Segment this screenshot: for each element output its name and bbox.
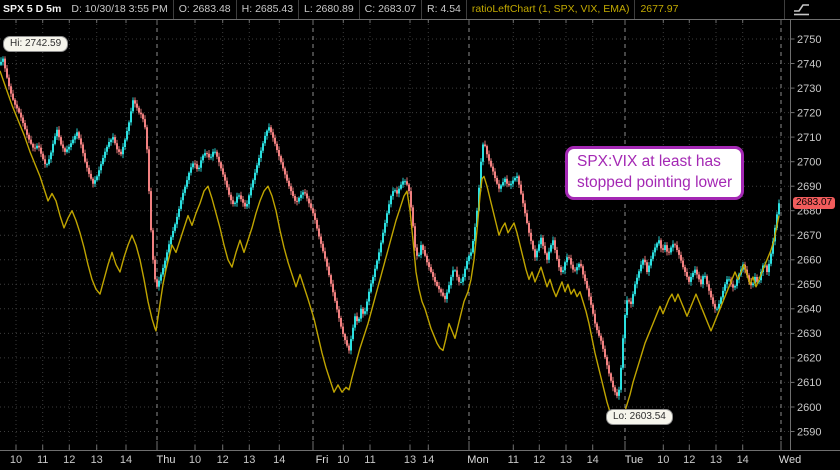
candle-bodies-up <box>0 58 780 396</box>
x-axis-day-label: Wed <box>779 454 801 466</box>
x-axis-hour-label: 13 <box>243 454 255 466</box>
x-axis-hour-label: 12 <box>63 454 75 466</box>
y-axis-label: 2650 <box>797 279 821 291</box>
candle-wicks-up <box>0 56 780 400</box>
x-axis-hour-label: 11 <box>508 454 519 466</box>
annotation-line-1: SPX:VIX at least has <box>577 153 721 170</box>
y-axis-label: 2600 <box>797 402 821 414</box>
y-axis-label: 2670 <box>797 230 821 242</box>
x-axis-hour-label: 13 <box>91 454 103 466</box>
x-axis-hour-label: 11 <box>364 454 375 466</box>
x-axis-day-label: Mon <box>467 454 488 466</box>
y-axis-label: 2710 <box>797 132 821 144</box>
ohlc-field: R: 4.54 <box>421 0 466 19</box>
y-axis-label: 2660 <box>797 255 821 267</box>
ohlc-field: H: 2685.43 <box>235 0 298 19</box>
x-axis-hour-label: 13 <box>710 454 722 466</box>
x-axis-hour-label: 10 <box>189 454 201 466</box>
y-axis-label: 2590 <box>797 426 821 438</box>
ohlc-field: L: 2680.89 <box>298 0 359 19</box>
line-chart-icon <box>794 4 809 16</box>
ratio-study-line <box>0 70 780 425</box>
study-value: 2677.97 <box>634 0 683 19</box>
x-axis-hour-label: 14 <box>422 454 434 466</box>
x-axis-hour-label: 11 <box>37 454 48 466</box>
high-marker-label: Hi: 2742.59 <box>3 36 69 52</box>
ohlc-field: D: 10/30/18 3:55 PM <box>71 3 168 15</box>
x-axis-hour-label: 10 <box>337 454 349 466</box>
x-axis-hour-label: 13 <box>560 454 572 466</box>
y-axis-label: 2690 <box>797 181 821 193</box>
ohlc-field: O: 2683.48 <box>172 0 236 19</box>
y-axis-label: 2620 <box>797 353 821 365</box>
y-axis-label: 2640 <box>797 304 821 316</box>
x-axis-hour-label: 12 <box>683 454 695 466</box>
y-axis-label: 2720 <box>797 107 821 119</box>
symbol-label: SPX 5 D 5m <box>3 3 62 15</box>
x-axis-day-label: Thu <box>157 454 176 466</box>
study-label[interactable]: ratioLeftChart (1, SPX, VIX, EMA) <box>465 0 635 19</box>
annotation-note[interactable]: SPX:VIX at least has stopped pointing lo… <box>565 146 745 200</box>
y-axis-label: 2630 <box>797 328 821 340</box>
x-axis-hour-label: 10 <box>10 454 22 466</box>
x-axis-day-label: Tue <box>625 454 644 466</box>
annotation-line-2: stopped pointing lower <box>577 174 733 191</box>
top-bar: SPX 5 D 5m D: 10/30/18 3:55 PM O: 2683.48… <box>0 0 840 19</box>
x-axis-hour-label: 12 <box>533 454 545 466</box>
x-axis-hour-label: 14 <box>587 454 599 466</box>
last-price-badge: 2683.07 <box>793 196 836 209</box>
chart-style-button[interactable] <box>784 0 840 19</box>
ohlc-field: C: 2683.07 <box>358 0 421 19</box>
y-axis-label: 2700 <box>797 157 821 169</box>
x-axis-hour-label: 14 <box>120 454 132 466</box>
y-axis-label: 2610 <box>797 377 821 389</box>
x-axis-day-label: Fri <box>316 454 329 466</box>
x-axis-hour-label: 14 <box>273 454 285 466</box>
y-axis-label: 2740 <box>797 58 821 70</box>
x-axis-hour-label: 13 <box>404 454 416 466</box>
y-axis-label: 2730 <box>797 83 821 95</box>
x-axis-hour-label: 14 <box>737 454 749 466</box>
x-axis-hour-label: 10 <box>657 454 669 466</box>
x-axis-hour-label: 12 <box>217 454 229 466</box>
low-marker-label: Lo: 2603.54 <box>606 409 673 425</box>
y-axis-label: 2750 <box>797 34 821 46</box>
